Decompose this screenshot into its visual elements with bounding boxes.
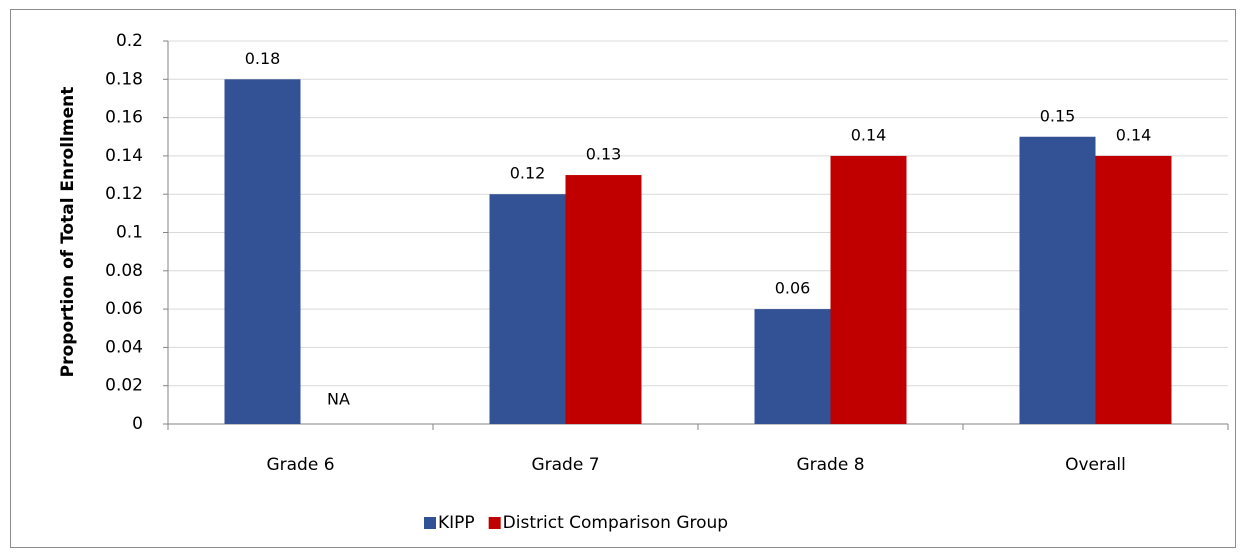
data-label: 0.18 — [245, 49, 281, 68]
y-tick-label: 0.04 — [105, 337, 143, 357]
bar — [830, 155, 907, 424]
y-tick-label: 0.18 — [105, 69, 143, 89]
x-tick-label: Grade 7 — [531, 455, 599, 475]
bar — [1095, 155, 1172, 424]
data-label: 0.14 — [851, 125, 887, 144]
legend-label: KIPP — [438, 513, 475, 533]
data-label: 0.15 — [1040, 106, 1076, 125]
data-label: 0.14 — [1116, 125, 1152, 144]
x-tick-label: Overall — [1065, 455, 1126, 475]
y-tick-label: 0.14 — [105, 146, 143, 166]
data-label: 0.13 — [586, 145, 622, 164]
data-label: 0.06 — [775, 279, 811, 298]
y-tick-label: 0.08 — [105, 261, 143, 281]
legend-swatch — [424, 517, 436, 529]
legend-label: District Comparison Group — [503, 513, 728, 533]
y-tick-label: 0.02 — [105, 376, 143, 396]
bar — [754, 309, 831, 424]
x-tick-label: Grade 8 — [796, 455, 864, 475]
y-tick-label: 0.06 — [105, 299, 143, 319]
bar — [1019, 136, 1096, 424]
legend-swatch — [488, 517, 501, 529]
bar — [489, 194, 566, 424]
y-tick-label: 0.2 — [116, 31, 143, 51]
bar — [565, 175, 642, 424]
y-tick-label: 0.16 — [105, 108, 143, 128]
x-tick-label: Grade 6 — [266, 455, 334, 475]
y-tick-label: 0.12 — [105, 184, 143, 204]
y-tick-label: 0 — [132, 414, 143, 434]
y-axis-title: Proportion of Total Enrollment — [58, 87, 78, 378]
data-label: NA — [327, 390, 350, 409]
y-tick-label: 0.1 — [116, 223, 143, 243]
data-label: 0.12 — [510, 164, 546, 183]
bar — [224, 79, 301, 425]
